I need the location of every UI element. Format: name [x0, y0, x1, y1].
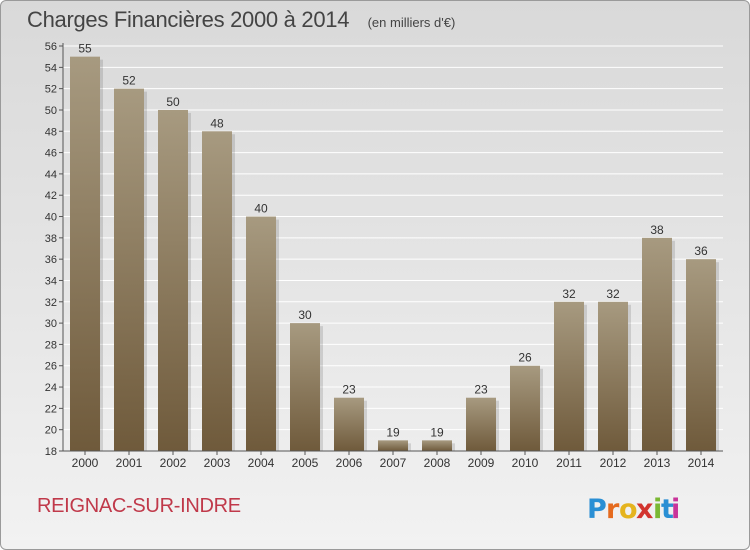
- data-label: 19: [386, 425, 400, 439]
- logo-letter: i: [671, 494, 680, 525]
- x-tick-label: 2011: [556, 456, 582, 470]
- bar-2011: [554, 301, 584, 451]
- data-label: 55: [78, 42, 92, 56]
- y-tick-label: 38: [45, 233, 57, 245]
- y-tick-label: 18: [45, 446, 57, 458]
- y-tick-label: 50: [45, 105, 57, 117]
- data-label: 32: [562, 287, 576, 301]
- commune-name: REIGNAC-SUR-INDRE: [37, 495, 241, 517]
- x-tick-label: 2006: [336, 456, 363, 470]
- chart-title: Charges Financières 2000 à 2014: [27, 7, 350, 32]
- bar-2005: [290, 323, 320, 451]
- logo-letter: P: [587, 494, 607, 525]
- y-tick-label: 36: [45, 254, 57, 266]
- y-tick-label: 52: [45, 84, 57, 96]
- x-tick-label: 2008: [424, 456, 451, 470]
- data-label: 32: [606, 287, 620, 301]
- data-label: 23: [342, 383, 356, 397]
- bar-2001: [114, 88, 144, 451]
- y-tick-label: 24: [45, 382, 57, 394]
- y-tick-label: 42: [45, 190, 57, 202]
- x-tick-label: 2010: [512, 456, 539, 470]
- data-label: 48: [210, 116, 224, 130]
- x-tick-label: 2012: [600, 456, 627, 470]
- y-tick-label: 22: [45, 403, 57, 415]
- bar-2006: [334, 397, 364, 451]
- y-tick-label: 34: [45, 275, 57, 287]
- y-tick-label: 30: [45, 318, 57, 330]
- logo-letter: x: [636, 494, 653, 525]
- data-label: 23: [474, 383, 488, 397]
- data-label: 38: [650, 223, 664, 237]
- title-row: Charges Financières 2000 à 2014 (en mill…: [27, 7, 455, 33]
- bar-2000: [70, 56, 100, 451]
- x-tick-label: 2013: [644, 456, 671, 470]
- bar-2008: [422, 440, 452, 451]
- chart-subtitle: (en milliers d'€): [367, 15, 456, 30]
- logo-letter: t: [661, 494, 674, 525]
- bar-2010: [510, 365, 540, 451]
- data-label: 52: [122, 74, 136, 88]
- logo-letter: r: [606, 494, 620, 525]
- bar-2009: [466, 397, 496, 451]
- y-tick-label: 28: [45, 339, 57, 351]
- bar-2004: [246, 216, 276, 451]
- x-tick-label: 2014: [688, 456, 715, 470]
- x-tick-label: 2002: [160, 456, 187, 470]
- y-tick-label: 56: [45, 41, 57, 53]
- x-tick-label: 2000: [72, 456, 99, 470]
- y-tick-label: 46: [45, 148, 57, 160]
- y-tick-label: 40: [45, 212, 57, 224]
- y-tick-label: 32: [45, 297, 57, 309]
- x-tick-label: 2005: [292, 456, 319, 470]
- bar-2012: [598, 301, 628, 451]
- x-tick-label: 2003: [204, 456, 231, 470]
- y-tick-label: 26: [45, 361, 57, 373]
- x-tick-label: 2007: [380, 456, 407, 470]
- data-label: 19: [430, 425, 444, 439]
- data-label: 36: [694, 244, 708, 258]
- x-tick-label: 2009: [468, 456, 495, 470]
- y-tick-label: 20: [45, 425, 57, 437]
- bar-2003: [202, 131, 232, 451]
- data-label: 40: [254, 202, 268, 216]
- x-tick-label: 2004: [248, 456, 275, 470]
- data-label: 50: [166, 95, 180, 109]
- y-tick-label: 54: [45, 62, 57, 74]
- y-tick-label: 44: [45, 169, 57, 181]
- bar-2014: [686, 259, 716, 451]
- bar-2002: [158, 109, 188, 452]
- data-label: 30: [298, 308, 312, 322]
- y-tick-label: 48: [45, 126, 57, 138]
- bar-2013: [642, 237, 672, 451]
- bar-2007: [378, 440, 408, 451]
- logo-letter: o: [619, 494, 638, 525]
- data-label: 26: [518, 351, 532, 365]
- logo-letter: i: [653, 494, 662, 525]
- x-tick-label: 2001: [116, 456, 143, 470]
